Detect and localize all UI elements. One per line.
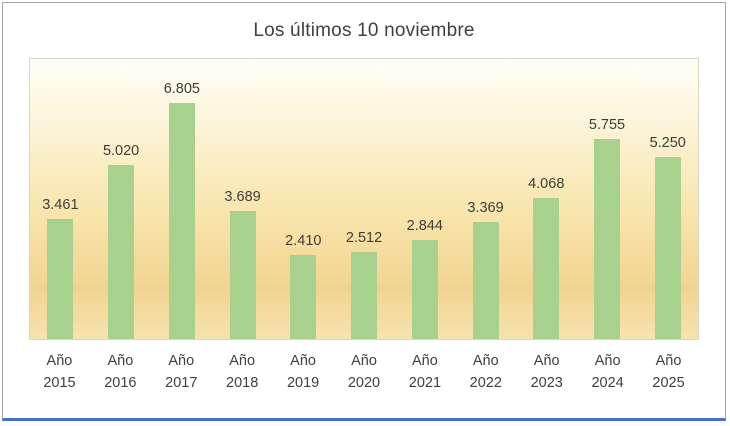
x-axis-label: Año 2015: [29, 350, 90, 395]
bar: [229, 211, 256, 339]
bar: [654, 157, 681, 339]
bar-column: 3.689: [212, 59, 273, 339]
x-axis-label-year: 2025: [652, 375, 685, 392]
bar-value-label: 3.461: [42, 197, 79, 213]
x-axis-label-prefix: Año: [411, 353, 438, 369]
x-axis-label-prefix: Año: [168, 353, 195, 369]
x-axis-label-prefix: Año: [46, 353, 73, 369]
x-axis-label-prefix: Año: [229, 353, 256, 369]
bar-value-label: 3.369: [467, 200, 504, 216]
x-axis-label: Año 2018: [212, 350, 273, 395]
bar: [351, 252, 378, 339]
bar-column: 3.461: [30, 59, 91, 339]
x-axis-label-prefix: Año: [290, 353, 316, 369]
bar-column: 6.805: [151, 59, 212, 339]
x-axis-label: Año 2016: [90, 350, 151, 395]
x-axis-labels: Año 2015 Año 2016 Año 2017 Año 2018 Año 2019 Año 20…: [29, 340, 699, 395]
bar-value-label: 3.689: [224, 189, 261, 205]
x-axis-label-year: 2019: [286, 375, 320, 392]
bar-column: 2.410: [273, 59, 334, 339]
x-axis-label-prefix: Año: [472, 353, 499, 369]
x-axis-label-prefix: Año: [351, 353, 377, 369]
x-axis-label-prefix: Año: [594, 353, 621, 369]
x-axis-label-year: 2022: [469, 375, 502, 392]
bar: [290, 255, 317, 339]
bar: [411, 240, 438, 339]
x-axis-label-year: 2021: [408, 375, 442, 392]
bar-value-label: 2.844: [406, 218, 443, 234]
bar-value-label: 5.250: [649, 135, 686, 151]
bar: [533, 198, 560, 339]
bar: [472, 222, 499, 339]
x-axis-label-prefix: Año: [655, 353, 682, 369]
x-axis-label: Año 2019: [273, 350, 334, 395]
bar-column: 5.755: [577, 59, 638, 339]
x-axis-label: Año 2025: [638, 350, 699, 395]
x-axis-label-year: 2024: [591, 375, 624, 392]
x-axis-label-year: 2016: [104, 375, 137, 392]
bar-value-label: 2.410: [285, 233, 322, 249]
chart-frame: Los últimos 10 noviembre 3.461 5.020 6.805…: [2, 2, 726, 421]
bar: [47, 219, 74, 339]
x-axis-label-year: 2023: [530, 375, 563, 392]
bar: [593, 139, 620, 339]
bar-column: 4.068: [516, 59, 577, 339]
bar-value-label: 6.805: [163, 81, 200, 97]
x-axis-label: Año 2022: [455, 350, 516, 395]
bar: [168, 103, 195, 339]
bar-column: 2.512: [334, 59, 395, 339]
x-axis-label: Año 2017: [151, 350, 212, 395]
x-axis-label-year: 2018: [226, 375, 259, 392]
x-axis-label: Año 2024: [577, 350, 638, 395]
chart-title: Los últimos 10 noviembre: [253, 20, 475, 41]
x-axis-label: Año 2023: [516, 350, 577, 395]
bar-column: 2.844: [394, 59, 455, 339]
bar: [108, 165, 135, 339]
bar-column: 3.369: [455, 59, 516, 339]
x-axis-label: Año 2021: [394, 350, 455, 395]
x-axis-label-year: 2020: [347, 375, 381, 392]
bar-column: 5.020: [91, 59, 152, 339]
bar-value-label: 2.512: [345, 230, 383, 246]
x-axis-label: Año 2020: [334, 350, 395, 395]
x-axis-label-prefix: Año: [533, 353, 560, 369]
bar-value-label: 5.020: [102, 143, 140, 159]
bar-column: 5.250: [637, 59, 698, 339]
plot-area: 3.461 5.020 6.805 3.689 2.410 2.512 2.844 3.369…: [29, 58, 699, 340]
x-axis-label-prefix: Año: [107, 353, 134, 369]
bar-value-label: 4.068: [528, 176, 565, 192]
x-axis-label-year: 2017: [165, 375, 198, 392]
bar-value-label: 5.755: [588, 117, 626, 133]
x-axis-label-year: 2015: [43, 375, 76, 392]
